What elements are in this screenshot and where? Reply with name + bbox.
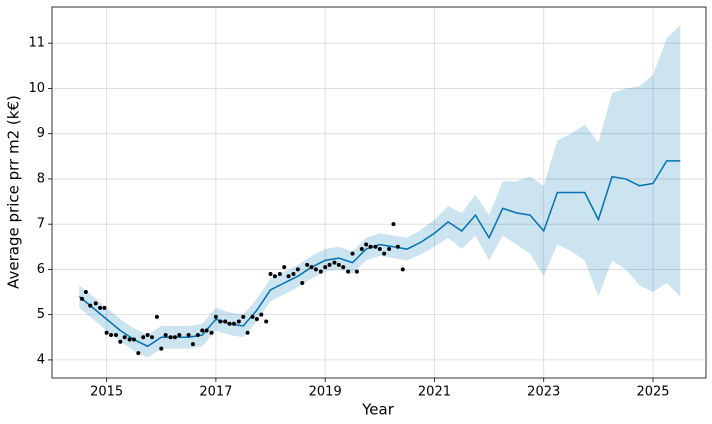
observed-point: [102, 305, 107, 310]
observed-point: [277, 271, 282, 276]
observed-point: [377, 247, 382, 252]
observed-point: [272, 274, 277, 279]
observed-point: [127, 337, 132, 342]
observed-point: [250, 314, 255, 319]
y-tick-label: 4: [37, 352, 45, 367]
y-tick-label: 11: [28, 36, 45, 51]
x-tick-label: 2023: [527, 385, 560, 400]
observed-point: [254, 317, 259, 322]
plot-frame: [51, 6, 707, 379]
observed-point: [341, 265, 346, 270]
observed-point: [223, 319, 228, 324]
observed-point: [131, 337, 136, 342]
observed-point: [122, 335, 127, 340]
y-tick-label: 5: [37, 307, 45, 322]
x-tick-label: 2015: [90, 385, 123, 400]
observed-point: [395, 244, 400, 249]
observed-point: [177, 333, 182, 338]
observed-point: [318, 269, 323, 274]
observed-point: [346, 269, 351, 274]
observed-point: [149, 335, 154, 340]
observed-point: [350, 251, 355, 256]
observed-point: [364, 242, 369, 247]
observed-point: [391, 222, 396, 227]
observed-point: [186, 333, 191, 338]
observed-point: [282, 265, 287, 270]
observed-point: [159, 346, 164, 351]
x-tick-label: 2019: [309, 385, 342, 400]
observed-point: [172, 335, 177, 340]
observed-point: [213, 314, 218, 319]
y-tick-label: 8: [37, 171, 45, 186]
observed-point: [400, 267, 405, 272]
observed-point: [305, 262, 310, 267]
observed-point: [209, 330, 214, 335]
observed-point: [83, 290, 88, 295]
observed-point: [245, 330, 250, 335]
observed-point: [368, 244, 373, 249]
observed-point: [93, 301, 98, 306]
observed-point: [227, 321, 232, 326]
observed-point: [98, 305, 103, 310]
observed-point: [295, 267, 300, 272]
x-tick-label: 2025: [636, 385, 669, 400]
observed-point: [190, 342, 195, 347]
observed-point: [168, 335, 173, 340]
observed-point: [259, 312, 264, 317]
observed-point: [231, 321, 236, 326]
observed-point: [88, 303, 93, 308]
observed-point: [354, 269, 359, 274]
x-tick-label: 2021: [418, 385, 451, 400]
y-tick-label: 9: [37, 126, 45, 141]
observed-point: [313, 267, 318, 272]
observed-point: [236, 319, 241, 324]
y-tick-label: 7: [37, 217, 45, 232]
observed-point: [113, 333, 118, 338]
observed-point: [359, 247, 364, 252]
observed-point: [327, 262, 332, 267]
observed-point: [154, 314, 159, 319]
y-axis-label: Average price prr m2 (k€): [5, 95, 23, 289]
observed-point: [291, 271, 296, 276]
observed-point: [323, 265, 328, 270]
observed-point: [268, 271, 273, 276]
observed-point: [80, 296, 85, 301]
observed-point: [332, 260, 337, 265]
observed-point: [300, 280, 305, 285]
y-tick-label: 6: [37, 262, 45, 277]
observed-point: [204, 328, 209, 333]
observed-point: [141, 335, 146, 340]
observed-point: [373, 244, 378, 249]
observed-point: [145, 333, 150, 338]
forecast-line: [78, 160, 681, 348]
observed-point: [309, 265, 314, 270]
observed-point: [264, 319, 269, 324]
x-tick-label: 2017: [199, 385, 232, 400]
observed-point: [109, 333, 114, 338]
observed-point: [336, 262, 341, 267]
observed-point: [241, 314, 246, 319]
observed-point: [136, 351, 141, 356]
observed-point: [104, 330, 109, 335]
observed-point: [200, 328, 205, 333]
observed-point: [387, 247, 392, 252]
observed-point: [163, 333, 168, 338]
observed-point: [382, 251, 387, 256]
observed-point: [286, 274, 291, 279]
observed-point: [118, 339, 123, 344]
uncertainty-band: [79, 25, 681, 358]
observed-point: [218, 319, 223, 324]
y-tick-label: 10: [28, 81, 45, 96]
x-axis-label: Year: [361, 401, 395, 419]
observed-point: [195, 333, 200, 338]
